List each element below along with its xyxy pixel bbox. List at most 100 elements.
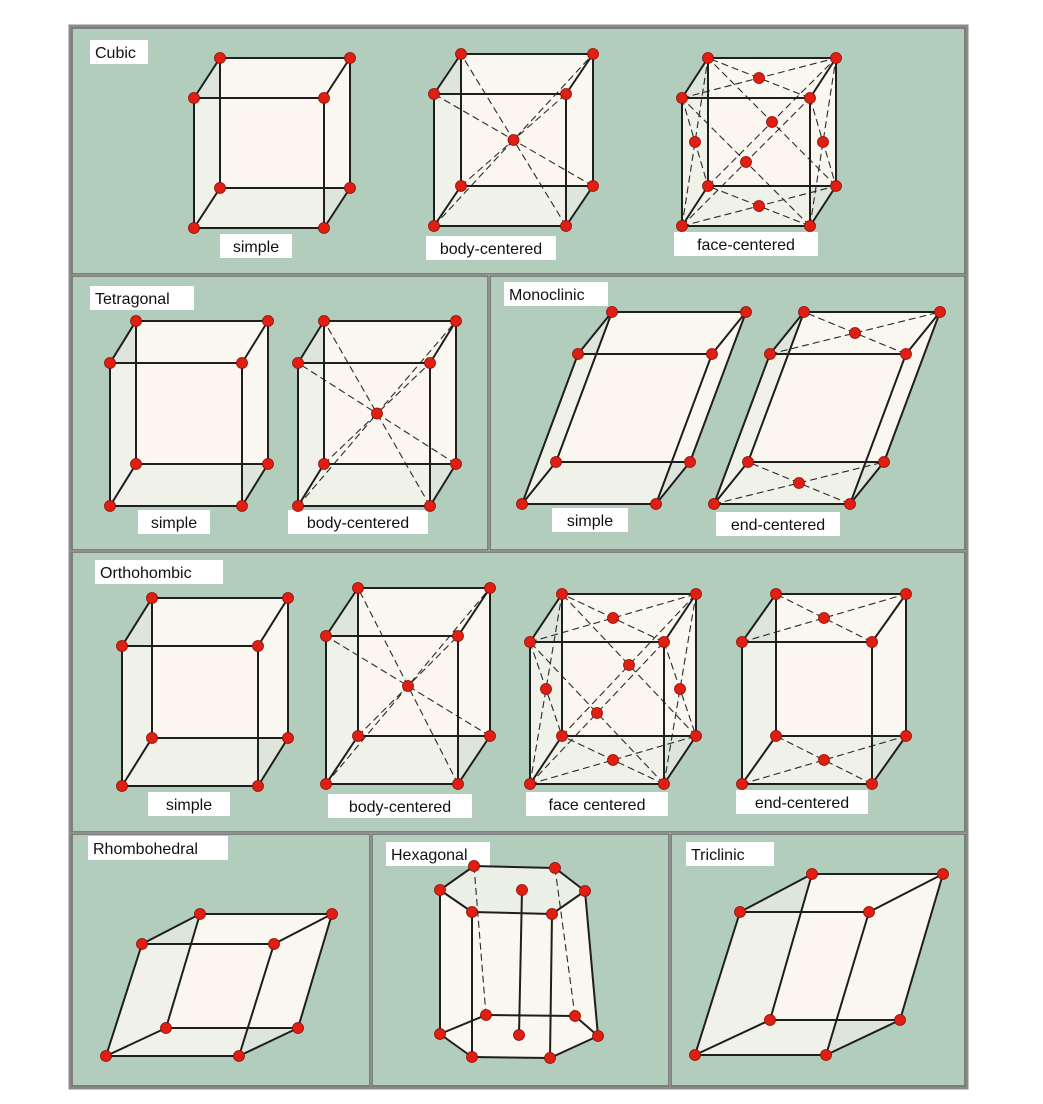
dashed-diagonal	[809, 57, 837, 227]
lattice-point	[236, 500, 248, 512]
cell-edge	[325, 735, 359, 785]
hex-edge	[485, 1014, 576, 1017]
title-rhombohedral-text: Rhombohedral	[93, 841, 198, 858]
lattice-point	[706, 348, 718, 360]
title-tetragonal: Tetragonal	[90, 286, 194, 310]
cell-edge	[663, 735, 697, 785]
svg-text:body-centered: body-centered	[307, 515, 409, 532]
hex-edge	[549, 1035, 599, 1059]
lattice-point	[424, 500, 436, 512]
label-orthorhombic-simple: simple	[148, 792, 230, 816]
cell-top-face	[578, 312, 746, 354]
label-monoclinic-simple: simple	[552, 508, 628, 532]
cell-edge	[871, 735, 907, 785]
lattice-point	[516, 498, 528, 510]
cell-edge	[433, 185, 462, 227]
label-orthorhombic-end-centered: end-centered	[736, 790, 868, 814]
svg-text:body-centered: body-centered	[440, 241, 542, 258]
lattice-point	[524, 636, 536, 648]
lattice-point	[753, 72, 765, 84]
lattice-point	[116, 780, 128, 792]
lattice-point	[818, 612, 830, 624]
lattice-point	[572, 348, 584, 360]
lattice-point	[466, 1051, 478, 1063]
lattice-point	[937, 868, 949, 880]
lattice-point	[549, 862, 561, 874]
cell-edge	[433, 53, 462, 95]
lattice-point	[452, 630, 464, 642]
tetragonal-simple-cell	[104, 315, 274, 512]
lattice-point	[320, 630, 332, 642]
dashed-diagonal	[663, 593, 697, 785]
monoclinic-simple-cell	[516, 306, 752, 510]
cell-edge	[849, 353, 907, 505]
label-monoclinic-end-centered: end-centered	[716, 512, 840, 536]
lattice-point	[606, 306, 618, 318]
lattice-point	[550, 456, 562, 468]
title-triclinic-text: Triclinic	[691, 847, 745, 864]
cell-top-face	[194, 58, 350, 98]
lattice-point	[592, 1030, 604, 1042]
cell-edge	[868, 873, 944, 913]
lattice-point	[214, 182, 226, 194]
dashed-diagonal	[741, 593, 907, 643]
dashed-diagonal	[529, 735, 697, 785]
lattice-point	[318, 222, 330, 234]
lattice-point	[556, 730, 568, 742]
lattice-point	[524, 778, 536, 790]
lattice-point	[900, 730, 912, 742]
lattice-point	[146, 732, 158, 744]
cell-edge	[905, 311, 941, 355]
label-orthorhombic-body-centered: body-centered	[328, 794, 472, 818]
cell-edge	[109, 320, 137, 364]
lattice-point	[844, 498, 856, 510]
cell-edge	[521, 461, 557, 505]
lattice-point	[424, 357, 436, 369]
cell-edge	[655, 461, 691, 505]
svg-text:body-centered: body-centered	[349, 799, 451, 816]
cell-edge	[577, 311, 613, 355]
orthorhombic-body-centered-cell	[320, 582, 496, 790]
lattice-point	[282, 592, 294, 604]
lattice-point	[100, 1050, 112, 1062]
lattice-point	[764, 348, 776, 360]
cell-edge	[529, 593, 563, 643]
lattice-point	[690, 588, 702, 600]
cell-edge	[297, 463, 325, 507]
lattice-point	[507, 134, 520, 146]
title-tetragonal-text: Tetragonal	[95, 291, 170, 308]
lattice-point	[352, 582, 364, 594]
cell-edge	[297, 320, 325, 364]
lattice-point	[428, 220, 440, 232]
label-cubic-body-centered: body-centered	[426, 236, 556, 260]
lattice-point	[450, 315, 462, 327]
cell-edge	[257, 597, 289, 647]
hex-edge	[551, 890, 586, 915]
dashed-diagonal	[707, 185, 811, 227]
cell-edge	[747, 311, 805, 463]
lattice-point	[428, 88, 440, 100]
lattice-point	[560, 88, 572, 100]
lattice-point	[770, 730, 782, 742]
lattice-point	[849, 327, 861, 339]
lattice-point	[817, 136, 829, 148]
hex-vertical-edge	[584, 890, 599, 1037]
hex-axis	[518, 889, 523, 1036]
lattice-point	[764, 1014, 776, 1026]
cell-edge	[809, 57, 837, 99]
svg-text:face-centered: face-centered	[697, 237, 795, 254]
hidden-edge	[554, 867, 576, 1017]
svg-text:simple: simple	[151, 515, 197, 532]
dashed-diagonal	[775, 735, 873, 785]
hex-edge	[439, 865, 475, 891]
cell-front-face	[434, 94, 566, 226]
lattice-point	[188, 92, 200, 104]
lattice-point	[740, 156, 752, 168]
lattice-point	[194, 908, 206, 920]
svg-text:simple: simple	[233, 239, 279, 256]
cell-edge	[141, 913, 201, 945]
dashed-diagonal	[741, 735, 907, 785]
hidden-edge	[473, 865, 487, 1016]
hexagonal-cell	[434, 860, 604, 1064]
lattice-point	[318, 458, 330, 470]
